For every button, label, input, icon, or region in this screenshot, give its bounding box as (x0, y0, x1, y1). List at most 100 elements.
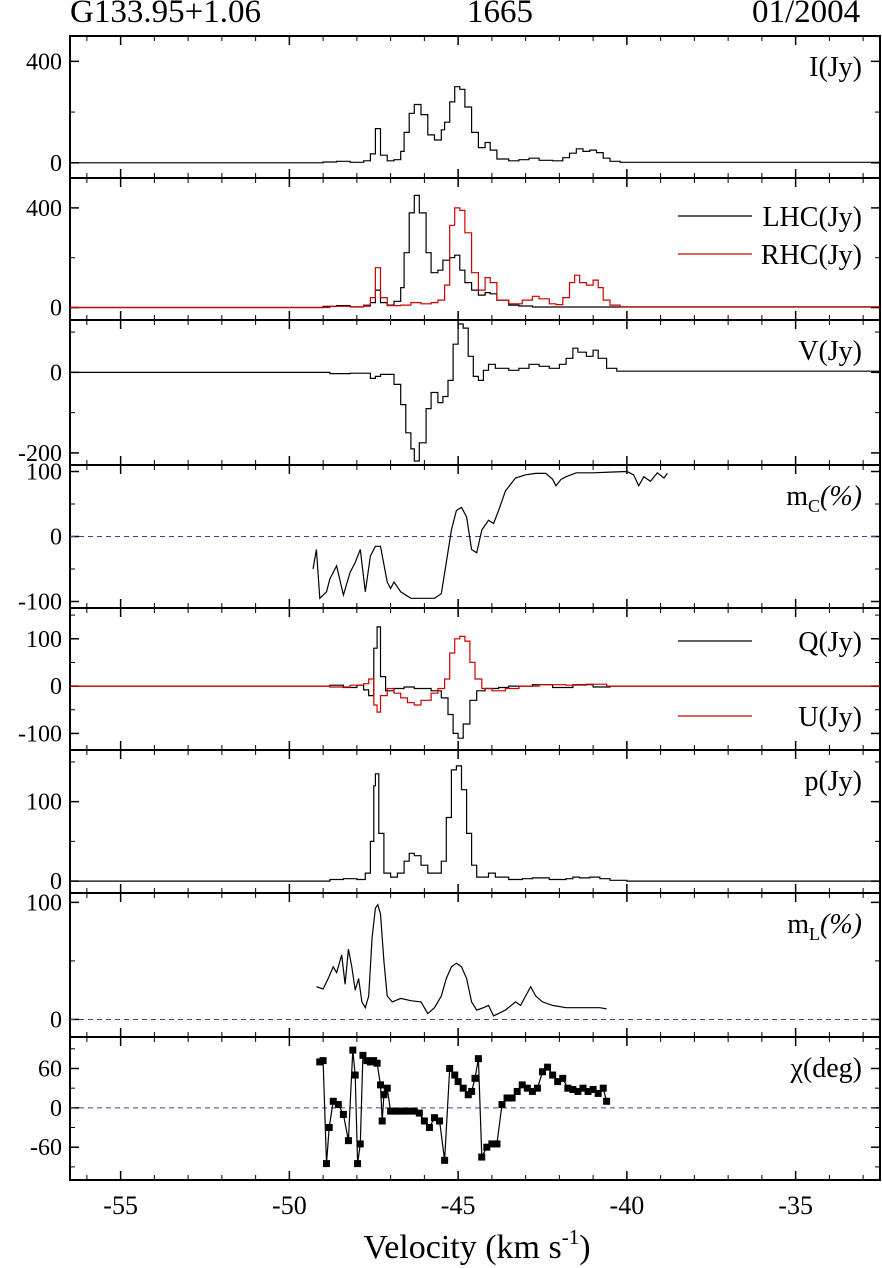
panel-label-mL: mL(%) (787, 909, 862, 944)
panel-mC: 100 0 -100 mC(%) (18, 460, 881, 616)
y-tick-label: -200 (18, 441, 62, 467)
panel-frame (69, 749, 881, 894)
y-tick-label: 400 (26, 196, 62, 222)
legend-entry: LHC(Jy) (762, 202, 862, 233)
data-point (564, 1084, 572, 1092)
y-tick-label: 0 (50, 296, 62, 322)
data-point (446, 1064, 454, 1072)
data-point (344, 1137, 352, 1145)
data-point (544, 1063, 552, 1071)
panel-mL: 100 0 mL(%) (26, 890, 881, 1038)
data-point (436, 1117, 444, 1125)
series-line-mC-0 (312, 470, 668, 600)
data-point (584, 1087, 592, 1095)
y-tick-label: 400 (26, 49, 62, 75)
data-point (533, 1084, 541, 1092)
data-point (471, 1074, 479, 1082)
data-point (579, 1084, 587, 1092)
data-point (603, 1097, 611, 1105)
panel-I: 0 400 I(Jy) (26, 35, 881, 179)
y-tick-label: -100 (18, 721, 62, 747)
x-tick-label: -45 (441, 1191, 476, 1220)
data-point (410, 1107, 418, 1115)
legend-entry: U(Jy) (798, 702, 862, 733)
data-point (451, 1071, 459, 1079)
data-point (334, 1101, 342, 1109)
data-point (349, 1046, 357, 1054)
y-tick-label: -60 (30, 1135, 62, 1161)
y-tick-label: 100 (26, 460, 62, 486)
y-tick-label: 0 (50, 525, 62, 551)
data-point (493, 1140, 501, 1148)
data-point (359, 1051, 367, 1059)
y-tick-label: 60 (38, 1056, 62, 1082)
data-point (354, 1160, 362, 1168)
data-point (392, 1107, 400, 1115)
data-point (404, 1107, 411, 1115)
data-point (503, 1094, 511, 1102)
x-tick-label: -40 (610, 1191, 645, 1220)
panel-frame (69, 177, 881, 321)
data-point (415, 1109, 423, 1117)
panel-frame (69, 319, 881, 466)
panel-frame (69, 35, 881, 179)
data-point (594, 1089, 602, 1097)
frequency-label: 1665 (467, 0, 533, 30)
x-tick-label: -35 (778, 1191, 813, 1220)
series-line-LHC_RHC-0 (70, 194, 881, 309)
legend-entry: Q(Jy) (798, 627, 862, 658)
series-line-Q_U-1 (70, 635, 880, 713)
panel-p: 100 0 p(Jy) (26, 749, 881, 895)
data-point (325, 1124, 333, 1132)
data-point (397, 1107, 405, 1115)
y-tick-label: 0 (50, 869, 62, 895)
data-point (425, 1124, 433, 1132)
data-point (356, 1140, 364, 1148)
panel-label-mC: mC(%) (786, 481, 862, 516)
y-tick-label: 100 (26, 790, 62, 816)
x-axis-title: Velocity (km s-1) (363, 1225, 590, 1266)
data-point (378, 1117, 386, 1125)
data-point (387, 1107, 395, 1115)
data-point (329, 1097, 337, 1105)
panel-label-p: p(Jy) (804, 766, 862, 797)
y-tick-label: 0 (50, 1096, 62, 1122)
series-line-p-0 (70, 765, 880, 882)
data-point (431, 1114, 438, 1122)
panel-chi: 60 0 -60 χ(deg) -55 -50 -45 -40 -35 (30, 1036, 881, 1220)
legend-entry: RHC(Jy) (761, 240, 862, 271)
panel-Q_U: 100 0 -100 Q(Jy) U(Jy) (18, 607, 881, 751)
data-point (377, 1081, 384, 1089)
series-line-V-0 (70, 323, 881, 462)
x-tick-label: -50 (272, 1191, 307, 1220)
data-point (459, 1084, 467, 1092)
data-point (420, 1117, 428, 1125)
panel-label-I: I(Jy) (809, 52, 862, 83)
series-line-mL-0 (316, 903, 607, 1017)
data-point (468, 1087, 476, 1095)
y-tick-label: 0 (50, 360, 62, 386)
data-point (383, 1084, 391, 1092)
data-point (523, 1084, 531, 1092)
data-point (323, 1160, 330, 1168)
panel-LHC_RHC: 0 400 LHC(Jy) RHC(Jy) (26, 177, 881, 322)
series-line-I-0 (70, 86, 881, 164)
y-tick-label: 100 (26, 627, 62, 653)
data-point (319, 1057, 327, 1065)
data-point (549, 1071, 557, 1079)
source-name: G133.95+1.06 (70, 0, 261, 30)
data-point (508, 1094, 516, 1102)
data-point (488, 1140, 496, 1148)
data-point (351, 1071, 359, 1079)
data-point (339, 1110, 347, 1118)
data-point (478, 1153, 486, 1161)
data-point (518, 1081, 526, 1089)
y-tick-label: 0 (50, 674, 62, 700)
data-point (528, 1087, 536, 1095)
data-point (441, 1156, 449, 1164)
data-point (483, 1143, 491, 1151)
y-tick-label: 0 (50, 1007, 62, 1033)
data-point (380, 1091, 388, 1099)
data-point (454, 1078, 462, 1086)
data-point (589, 1085, 597, 1093)
